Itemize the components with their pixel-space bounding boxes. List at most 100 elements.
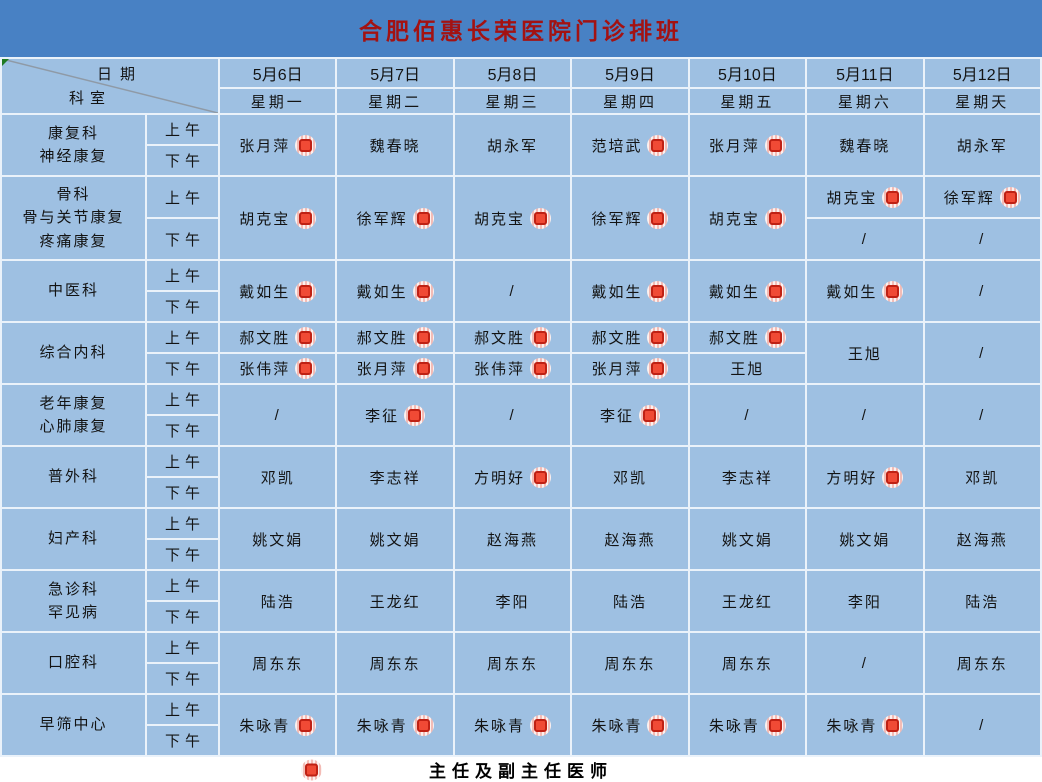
time-slot-pm[interactable]: 下午 [145, 600, 220, 633]
schedule-cell[interactable]: 李志祥 [687, 445, 808, 509]
schedule-cell[interactable]: 朱咏青 [805, 693, 925, 757]
schedule-cell[interactable]: 周东东 [922, 631, 1042, 695]
time-slot-am[interactable]: 上午 [145, 445, 220, 478]
schedule-cell[interactable]: 周东东 [452, 631, 573, 695]
time-slot-am[interactable]: 上午 [145, 507, 220, 540]
weekday-header[interactable]: 星期五 [687, 87, 808, 115]
date-header[interactable]: 5月9日 [570, 57, 690, 89]
department-cell[interactable]: 康复科 神经康复 [0, 113, 147, 177]
schedule-cell[interactable]: 郝文胜 [335, 321, 455, 354]
department-cell[interactable]: 妇产科 [0, 507, 147, 571]
schedule-cell[interactable]: 胡克宝 [805, 175, 925, 219]
schedule-cell[interactable]: 戴如生 [805, 259, 925, 323]
schedule-cell[interactable]: / [687, 383, 808, 447]
schedule-cell[interactable]: / [922, 217, 1042, 261]
time-slot-pm[interactable]: 下午 [145, 476, 220, 509]
schedule-cell[interactable]: 魏春晓 [805, 113, 925, 177]
schedule-cell[interactable]: / [217, 383, 338, 447]
schedule-cell[interactable]: 朱咏青 [335, 693, 455, 757]
schedule-cell[interactable]: 王龙红 [335, 569, 455, 633]
time-slot-pm[interactable]: 下午 [145, 538, 220, 571]
schedule-cell[interactable]: / [452, 383, 573, 447]
schedule-cell[interactable]: 周东东 [217, 631, 338, 695]
weekday-header[interactable]: 星期一 [217, 87, 338, 115]
schedule-cell[interactable]: 邓凯 [922, 445, 1042, 509]
time-slot-am[interactable]: 上午 [145, 321, 220, 354]
date-header[interactable]: 5月12日 [922, 57, 1042, 89]
schedule-cell[interactable]: 赵海燕 [922, 507, 1042, 571]
schedule-cell[interactable]: 方明好 [452, 445, 573, 509]
time-slot-am[interactable]: 上午 [145, 631, 220, 664]
schedule-cell[interactable]: 陆浩 [217, 569, 338, 633]
schedule-cell[interactable]: 胡克宝 [687, 175, 808, 261]
time-slot-am[interactable]: 上午 [145, 113, 220, 146]
schedule-cell[interactable]: 胡永军 [452, 113, 573, 177]
department-cell[interactable]: 老年康复 心肺康复 [0, 383, 147, 447]
schedule-cell[interactable]: / [922, 693, 1042, 757]
time-slot-pm[interactable]: 下午 [145, 290, 220, 323]
schedule-cell[interactable]: 陆浩 [570, 569, 690, 633]
schedule-cell[interactable]: 朱咏青 [452, 693, 573, 757]
schedule-cell[interactable]: 周东东 [687, 631, 808, 695]
schedule-cell[interactable]: 胡克宝 [452, 175, 573, 261]
weekday-header[interactable]: 星期二 [335, 87, 455, 115]
date-header[interactable]: 5月7日 [335, 57, 455, 89]
time-slot-pm[interactable]: 下午 [145, 724, 220, 757]
date-header[interactable]: 5月11日 [805, 57, 925, 89]
schedule-cell[interactable]: 范培武 [570, 113, 690, 177]
schedule-cell[interactable]: / [805, 217, 925, 261]
schedule-cell[interactable]: 周东东 [570, 631, 690, 695]
department-cell[interactable]: 早筛中心 [0, 693, 147, 757]
schedule-cell[interactable]: 王龙红 [687, 569, 808, 633]
schedule-cell[interactable]: 魏春晓 [335, 113, 455, 177]
schedule-cell[interactable]: 郝文胜 [452, 321, 573, 354]
schedule-cell[interactable]: 周东东 [335, 631, 455, 695]
date-header[interactable]: 5月8日 [452, 57, 573, 89]
schedule-cell[interactable]: 朱咏青 [217, 693, 338, 757]
department-cell[interactable]: 急诊科 罕见病 [0, 569, 147, 633]
schedule-cell[interactable]: 郝文胜 [687, 321, 808, 354]
schedule-cell[interactable]: 戴如生 [687, 259, 808, 323]
date-header[interactable]: 5月10日 [687, 57, 808, 89]
schedule-cell[interactable]: 陆浩 [922, 569, 1042, 633]
schedule-cell[interactable]: 张月萍 [217, 113, 338, 177]
schedule-cell[interactable]: 张月萍 [687, 113, 808, 177]
schedule-cell[interactable]: 徐军辉 [570, 175, 690, 261]
time-slot-am[interactable]: 上午 [145, 693, 220, 726]
schedule-cell[interactable]: 徐军辉 [922, 175, 1042, 219]
department-cell[interactable]: 口腔科 [0, 631, 147, 695]
schedule-cell[interactable]: 朱咏青 [570, 693, 690, 757]
time-slot-pm[interactable]: 下午 [145, 144, 220, 177]
time-slot-pm[interactable]: 下午 [145, 352, 220, 385]
weekday-header[interactable]: 星期天 [922, 87, 1042, 115]
schedule-cell[interactable]: 张月萍 [335, 352, 455, 385]
time-slot-am[interactable]: 上午 [145, 383, 220, 416]
schedule-cell[interactable]: 张月萍 [570, 352, 690, 385]
schedule-cell[interactable]: / [922, 321, 1042, 385]
time-slot-am[interactable]: 上午 [145, 259, 220, 292]
time-slot-pm[interactable]: 下午 [145, 662, 220, 695]
schedule-cell[interactable]: 戴如生 [335, 259, 455, 323]
weekday-header[interactable]: 星期六 [805, 87, 925, 115]
weekday-header[interactable]: 星期三 [452, 87, 573, 115]
department-cell[interactable]: 骨科 骨与关节康复 疼痛康复 [0, 175, 147, 261]
schedule-cell[interactable]: 徐军辉 [335, 175, 455, 261]
schedule-cell[interactable]: 戴如生 [570, 259, 690, 323]
schedule-cell[interactable]: 李阳 [452, 569, 573, 633]
schedule-cell[interactable]: 姚文娟 [335, 507, 455, 571]
schedule-cell[interactable]: 姚文娟 [687, 507, 808, 571]
department-cell[interactable]: 综合内科 [0, 321, 147, 385]
schedule-cell[interactable]: 张伟萍 [452, 352, 573, 385]
schedule-cell[interactable]: 赵海燕 [452, 507, 573, 571]
schedule-cell[interactable]: 胡克宝 [217, 175, 338, 261]
schedule-cell[interactable]: 王旭 [805, 321, 925, 385]
schedule-cell[interactable]: 朱咏青 [687, 693, 808, 757]
schedule-cell[interactable]: / [922, 383, 1042, 447]
schedule-cell[interactable]: 李征 [335, 383, 455, 447]
schedule-cell[interactable]: 方明好 [805, 445, 925, 509]
schedule-cell[interactable]: 李志祥 [335, 445, 455, 509]
time-slot-pm[interactable]: 下午 [145, 414, 220, 447]
schedule-cell[interactable]: 戴如生 [217, 259, 338, 323]
schedule-cell[interactable]: 王旭 [687, 352, 808, 385]
schedule-cell[interactable]: 李阳 [805, 569, 925, 633]
